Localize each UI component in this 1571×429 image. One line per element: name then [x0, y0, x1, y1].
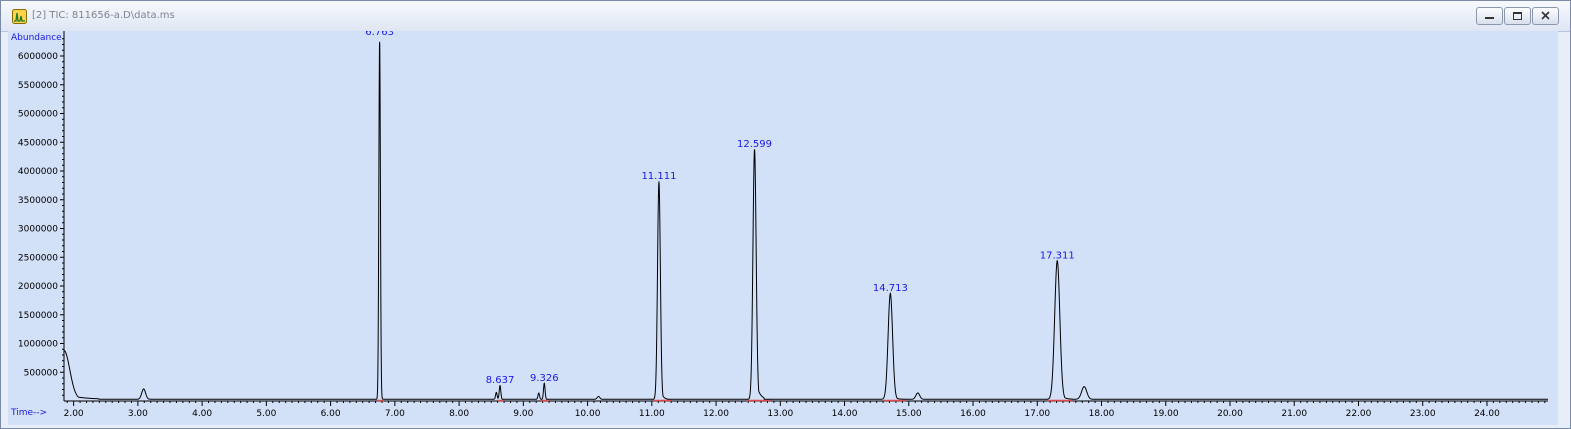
- y-tick-label: 500000: [24, 368, 59, 378]
- x-tick-label: 9.00: [513, 409, 533, 419]
- peak-label: 14.713: [873, 283, 908, 294]
- peak-label: 11.111: [641, 171, 676, 182]
- x-tick-label: 16.00: [960, 409, 986, 419]
- y-tick-label: 2000000: [18, 282, 58, 292]
- y-tick-label: 2500000: [18, 253, 58, 263]
- y-tick-label: 1000000: [18, 340, 58, 350]
- y-tick-label: 3000000: [18, 225, 58, 235]
- x-tick-label: 19.00: [1153, 409, 1179, 419]
- minimize-button[interactable]: [1476, 7, 1503, 25]
- x-tick-label: 15.00: [896, 409, 922, 419]
- plot-background: [8, 31, 1558, 425]
- x-tick-label: 7.00: [385, 409, 405, 419]
- x-tick-label: 4.00: [192, 409, 212, 419]
- y-tick-label: 1500000: [18, 311, 58, 321]
- peak-label: 6.763: [365, 31, 394, 38]
- restore-button[interactable]: [1504, 7, 1531, 25]
- x-tick-label: 17.00: [1024, 409, 1050, 419]
- x-tick-label: 11.00: [639, 409, 665, 419]
- x-tick-label: 18.00: [1089, 409, 1115, 419]
- x-tick-label: 24.00: [1474, 409, 1500, 419]
- x-tick-label: 12.00: [703, 409, 729, 419]
- x-tick-label: 8.00: [449, 409, 469, 419]
- title-bar[interactable]: [2] TIC: 811656-a.D\data.ms: [1, 1, 1570, 32]
- x-tick-label: 5.00: [256, 409, 276, 419]
- x-tick-label: 3.00: [128, 409, 148, 419]
- peak-label: 12.599: [737, 139, 772, 150]
- peak-label: 9.326: [530, 373, 559, 384]
- x-tick-label: 23.00: [1410, 409, 1436, 419]
- y-tick-label: 4000000: [18, 167, 58, 177]
- chromatogram-app-icon: [12, 9, 27, 24]
- window-controls: [1476, 7, 1560, 25]
- restore-icon: [1505, 8, 1530, 24]
- peak-label: 8.637: [486, 375, 515, 386]
- x-axis-label: Time-->: [10, 408, 47, 418]
- x-tick-label: 10.00: [575, 409, 601, 419]
- x-tick-label: 22.00: [1346, 409, 1372, 419]
- y-tick-label: 6000000: [18, 52, 58, 62]
- y-tick-label: 3500000: [18, 196, 58, 206]
- y-tick-label: 5500000: [18, 81, 58, 91]
- x-tick-label: 20.00: [1217, 409, 1243, 419]
- window-title: [2] TIC: 811656-a.D\data.ms: [32, 10, 175, 21]
- chromatogram-plot[interactable]: 500000 1000000 1500000 2000000 2500000 300000…: [8, 31, 1558, 425]
- x-tick-label: 13.00: [767, 409, 793, 419]
- peak-label: 17.311: [1040, 250, 1075, 261]
- close-button[interactable]: [1532, 7, 1559, 25]
- x-tick-label: 2.00: [64, 409, 84, 419]
- minimize-icon: [1477, 8, 1502, 24]
- x-tick-label: 14.00: [832, 409, 858, 419]
- close-icon: [1533, 8, 1558, 24]
- y-axis-label: Abundance: [11, 33, 62, 43]
- x-tick-label: 6.00: [321, 409, 341, 419]
- y-tick-label: 4500000: [18, 138, 58, 148]
- y-tick-label: 5000000: [18, 110, 58, 120]
- x-tick-label: 21.00: [1281, 409, 1307, 419]
